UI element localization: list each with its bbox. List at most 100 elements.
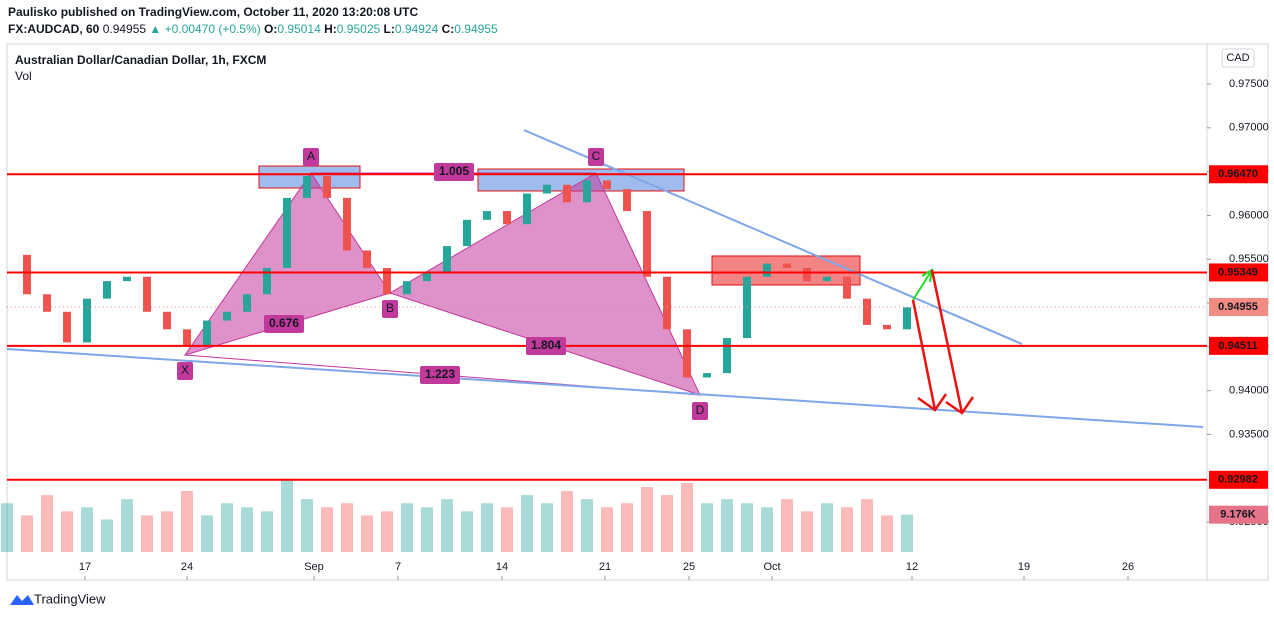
brand[interactable]: TradingView — [34, 591, 106, 606]
volume-bar — [341, 503, 353, 552]
volume-bar — [461, 511, 473, 552]
candle — [483, 211, 491, 220]
x-tick-label: 25 — [683, 561, 695, 573]
ohlc-value: 0.95025 — [336, 22, 381, 36]
candle — [643, 211, 651, 277]
pattern-point — [382, 300, 398, 319]
trendline — [6, 348, 1204, 429]
candle — [23, 254, 31, 295]
candle — [863, 298, 871, 325]
volume-bar — [841, 507, 853, 552]
volume-bar — [441, 499, 453, 552]
pattern-point — [588, 148, 604, 167]
published: Paulisko published on TradingView.com, O… — [8, 5, 419, 19]
price-badge — [1209, 297, 1268, 316]
candle — [883, 324, 891, 330]
volume-bar — [621, 503, 633, 552]
ohlc-key: C: — [441, 22, 455, 36]
volume-bar — [421, 507, 433, 552]
volume-bar — [481, 503, 493, 552]
currency-box — [1221, 48, 1255, 68]
candle — [143, 276, 151, 312]
volume-bar — [81, 507, 93, 552]
volume-bar — [321, 507, 333, 552]
x-tick-label: 19 — [1018, 561, 1030, 573]
candle — [163, 311, 171, 330]
pattern-triangle — [388, 172, 701, 396]
ohlc: O:0.95014 H:0.95025 L:0.94924 C:0.94955 — [264, 22, 498, 36]
quote-line: FX:AUDCAD, 60 0.94955 ▲ +0.00470 (+0.5%)… — [8, 22, 498, 36]
candle — [723, 338, 731, 374]
ratio-label: 1.005 — [439, 164, 469, 178]
volume-bar — [221, 503, 233, 552]
candle — [823, 276, 831, 282]
pattern-point — [303, 148, 319, 167]
pattern-point — [692, 401, 708, 420]
ratio-box — [526, 337, 566, 355]
ohlc-key: O: — [264, 22, 278, 36]
volume-bar — [361, 515, 373, 552]
volume-bar — [261, 511, 273, 552]
candle — [363, 250, 371, 268]
candle — [763, 263, 771, 277]
ohlc-key: H: — [324, 22, 337, 36]
candle — [183, 329, 191, 347]
volume-title: Vol — [15, 69, 32, 83]
candle — [263, 267, 271, 295]
volume-bar — [101, 519, 113, 552]
volume-bar — [541, 503, 553, 552]
ohlc-value: 0.94924 — [394, 22, 439, 36]
candle — [463, 219, 471, 247]
symbol: FX:AUDCAD, 60 — [8, 22, 100, 36]
volume-bar — [501, 507, 513, 552]
zone — [711, 255, 861, 286]
volume-bar — [801, 511, 813, 552]
volume-bar — [561, 491, 573, 552]
candle — [663, 276, 671, 330]
volume-bar — [201, 515, 213, 552]
volume-bar — [181, 491, 193, 552]
x-tick-label: 24 — [181, 561, 193, 573]
price-badge-label: 0.94955 — [1218, 301, 1258, 313]
volume-bar — [601, 507, 613, 552]
ratio-label: 1.223 — [425, 367, 455, 381]
volume-bar — [761, 507, 773, 552]
price-badge-label: 0.94511 — [1218, 340, 1257, 352]
candle — [703, 373, 711, 378]
candle — [223, 311, 231, 321]
candle — [623, 189, 631, 212]
volume-bar — [741, 503, 753, 552]
x-tick-label: 17 — [79, 561, 91, 573]
volume-bar — [861, 499, 873, 552]
logo — [10, 595, 34, 605]
candle — [63, 311, 71, 343]
y-tick-label: 0.96000 — [1229, 209, 1269, 221]
candle — [303, 176, 311, 198]
volume-bar — [641, 486, 653, 552]
volume-bar — [61, 511, 73, 552]
candle — [523, 193, 531, 225]
volume-bar — [581, 499, 593, 552]
volume-bar — [1, 503, 13, 552]
candle — [383, 267, 391, 295]
pattern-point — [177, 362, 193, 381]
x-tick-label: Oct — [763, 561, 780, 573]
candle — [563, 184, 571, 203]
change: ▲ +0.00470 (+0.5%) — [149, 22, 261, 36]
volume-bar — [681, 482, 693, 552]
volume-bar — [401, 503, 413, 552]
pattern-point-label: C — [592, 149, 601, 163]
volume-bar — [41, 495, 53, 552]
volume-bar — [381, 511, 393, 552]
volume-bar — [281, 478, 293, 552]
volume-bar — [521, 495, 533, 552]
volume-bar — [121, 499, 133, 552]
volume-bar — [901, 514, 913, 552]
pattern-point-label: X — [181, 363, 189, 377]
volume-bar — [701, 503, 713, 552]
x-tick-label: 26 — [1122, 561, 1134, 573]
y-tick-label: 0.94000 — [1229, 385, 1269, 397]
arrow — [912, 269, 933, 301]
